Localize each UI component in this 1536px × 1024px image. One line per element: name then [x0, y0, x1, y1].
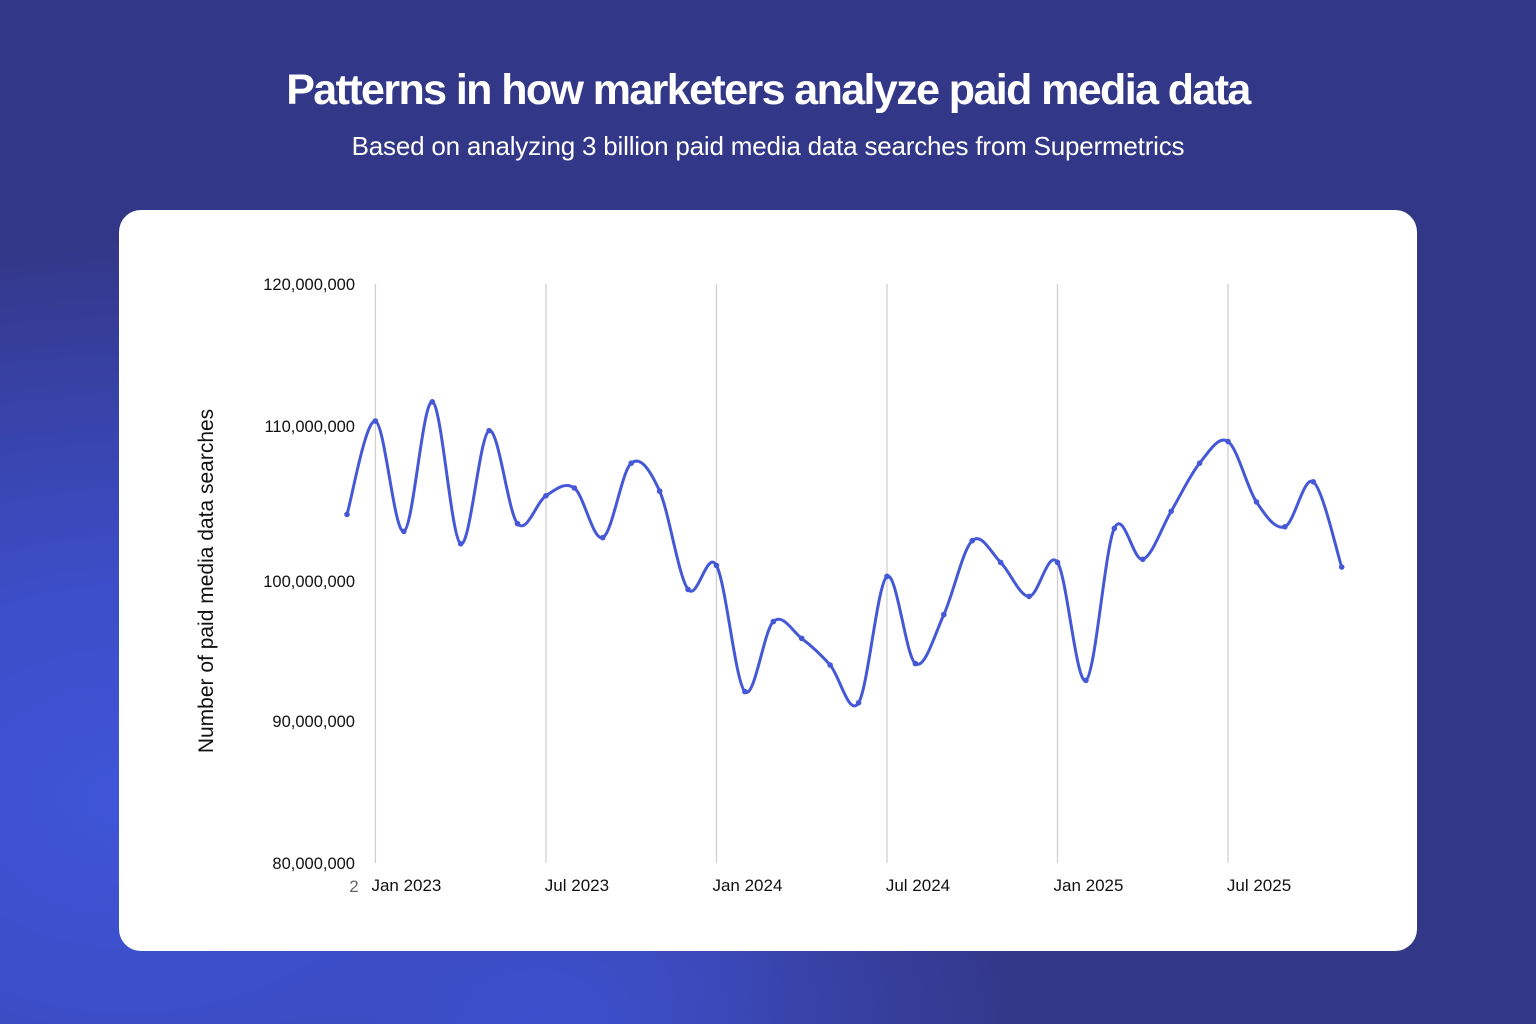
y-axis-ticks: 120,000,000 110,000,000 100,000,000 90,000,… [263, 276, 355, 873]
data-point [1338, 564, 1345, 570]
data-point [1111, 525, 1118, 532]
series-line-path [345, 400, 1344, 708]
chart-subtitle: Based on analyzing 3 billion paid media … [351, 131, 1185, 161]
data-point [401, 528, 407, 535]
chart-card: 120,000,000 110,000,000 100,000,000 90,000,… [119, 210, 1417, 951]
data-point [599, 534, 606, 541]
data-point [429, 399, 436, 405]
data-point [1196, 460, 1203, 466]
x-tick-label: Jan 2025 [1054, 876, 1124, 895]
y-tick-label: 90,000,000 [272, 713, 355, 731]
data-point [941, 611, 947, 618]
data-point [770, 618, 777, 625]
data-point [514, 520, 521, 527]
data-point [1026, 593, 1032, 600]
data-point [1083, 677, 1089, 684]
x-tick-label: Jul 2024 [886, 876, 950, 895]
data-point [486, 427, 492, 434]
x-tick-label: Jan 2023 [371, 876, 441, 895]
data-point [656, 488, 663, 494]
data-point [1253, 499, 1260, 505]
data-point [1310, 479, 1317, 485]
data-point [457, 541, 464, 547]
y-axis-title: Number of paid media data searches [195, 409, 218, 753]
data-point [1282, 523, 1288, 530]
data-point [1054, 559, 1061, 566]
data-point [372, 418, 379, 424]
data-point [742, 688, 748, 695]
data-point [798, 635, 805, 642]
data-point [827, 662, 833, 668]
line-chart: 120,000,000 110,000,000 100,000,000 90,000,… [195, 276, 1345, 896]
x-tick-label: Jul 2023 [545, 876, 609, 895]
data-point [344, 511, 350, 518]
data-point [884, 573, 890, 580]
y-tick-label: 100,000,000 [263, 573, 355, 591]
x-axis-ticks: 2 Jan 2023 Jul 2023 Jan 2024 Jul 2024 Jan 202… [349, 876, 1291, 896]
data-point [1139, 556, 1146, 563]
data-point [685, 586, 691, 593]
data-points [344, 399, 1345, 706]
chart-title: Patterns in how marketers analyze paid m… [286, 66, 1251, 114]
gridlines [374, 284, 1229, 863]
y-tick-label: 80,000,000 [272, 855, 355, 873]
data-point [997, 559, 1004, 566]
y-tick-label: 120,000,000 [263, 276, 355, 294]
data-point [912, 660, 919, 667]
x-tick-label-clipped: 2 [349, 877, 358, 896]
data-point [713, 562, 720, 569]
data-point [1168, 508, 1174, 515]
data-point [571, 485, 578, 491]
x-tick-label: Jul 2025 [1227, 876, 1291, 895]
data-point [628, 460, 634, 466]
series-line [345, 400, 1344, 708]
data-point [969, 537, 976, 544]
x-tick-label: Jan 2024 [712, 876, 782, 895]
data-point [855, 700, 862, 706]
y-tick-label: 110,000,000 [264, 418, 355, 436]
data-point [1225, 438, 1231, 445]
data-point [543, 492, 549, 499]
